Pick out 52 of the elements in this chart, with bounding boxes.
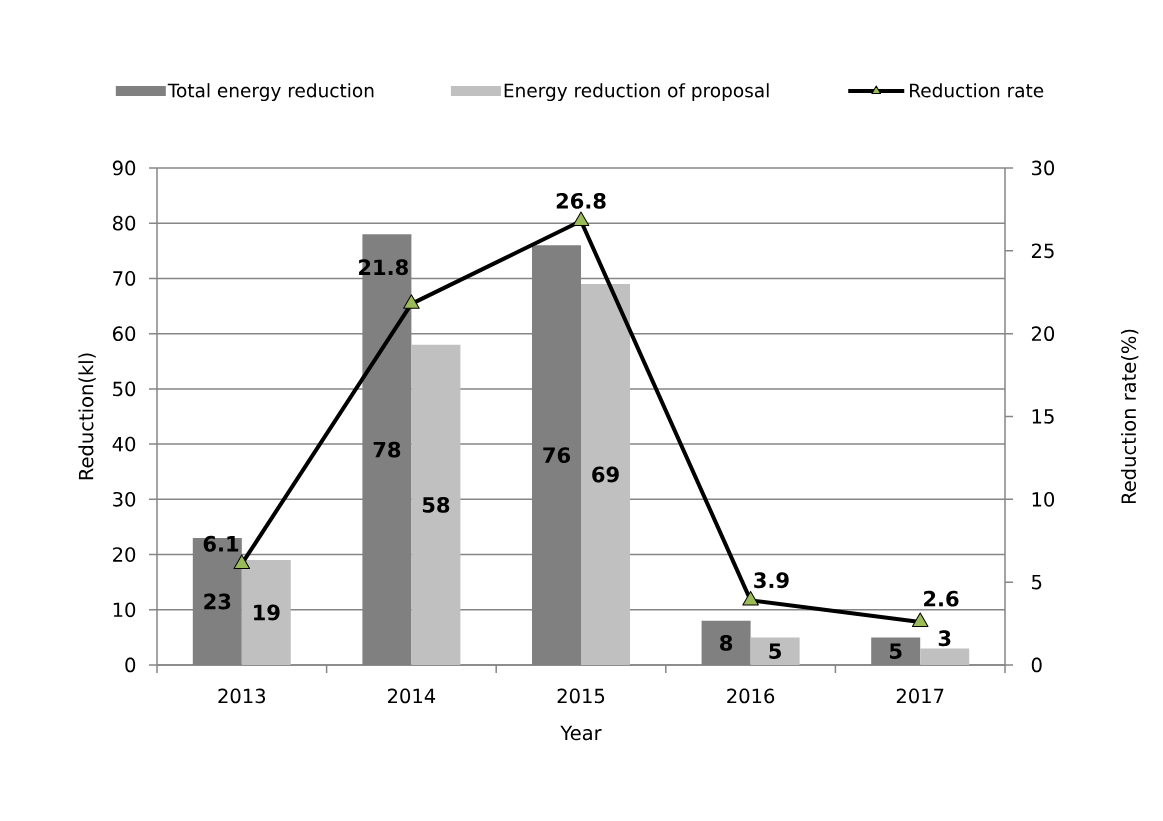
data-label: 3.9 <box>754 572 789 589</box>
y-tick-label: 30 <box>113 491 136 507</box>
point <box>403 294 420 309</box>
point <box>572 211 590 226</box>
data-label: 3 <box>938 630 951 647</box>
bar <box>411 344 461 665</box>
point <box>911 612 929 627</box>
data-label: 6.1 <box>203 535 239 552</box>
y-tick-label: 80 <box>112 215 136 231</box>
data-label: 69 <box>592 466 619 483</box>
x-tick-label: 2013 <box>218 688 266 704</box>
data-label: 8 <box>720 634 733 651</box>
legend-label: Energy reduction of proposal <box>504 83 769 102</box>
y-tick-label: 60 <box>113 326 136 342</box>
y-tick-label: 10 <box>113 602 136 618</box>
x-tick-label: 2015 <box>557 688 605 704</box>
data-label: 23 <box>204 593 231 610</box>
legend-label: Reduction rate <box>910 83 1044 98</box>
y-tick-label: 70 <box>113 271 136 286</box>
y-tick-label: 20 <box>113 547 136 562</box>
x-axis-title: Year <box>560 725 602 741</box>
data-label: 19 <box>254 604 280 621</box>
legend-label: Total energy reduction <box>167 83 374 102</box>
y2-tick-label: 15 <box>1032 409 1054 424</box>
y-tick-label: 50 <box>113 381 136 397</box>
y-axis-title: Reduction(kl) <box>78 353 96 480</box>
data-label: 58 <box>422 496 450 513</box>
y2-tick-label: 25 <box>1031 243 1054 259</box>
x-tick-label: 2017 <box>896 688 944 704</box>
y-tick-label: 0 <box>125 657 136 673</box>
y2-tick-label: 0 <box>1031 657 1042 673</box>
bar <box>750 637 800 665</box>
data-label: 5 <box>769 643 781 659</box>
y-tick-label: 40 <box>112 436 136 452</box>
y2-axis-title: Reduction rate(%) <box>1120 329 1139 504</box>
y2-tick-label: 5 <box>1032 574 1042 590</box>
data-label: 2.6 <box>924 590 959 607</box>
y2-tick-label: 10 <box>1032 491 1055 507</box>
bar <box>241 560 291 665</box>
data-label: 78 <box>373 441 401 458</box>
bar <box>581 283 631 665</box>
x-tick-label: 2014 <box>388 688 436 704</box>
y2-tick-label: 30 <box>1032 160 1055 176</box>
data-label: 26.8 <box>556 192 606 209</box>
point <box>233 554 251 569</box>
x-tick-label: 2016 <box>727 688 775 704</box>
y2-tick-label: 20 <box>1031 326 1055 342</box>
data-label: 5 <box>890 643 902 659</box>
y-tick-label: 90 <box>112 160 136 176</box>
data-label: 76 <box>543 447 570 464</box>
bar <box>920 648 970 665</box>
point <box>742 590 759 606</box>
